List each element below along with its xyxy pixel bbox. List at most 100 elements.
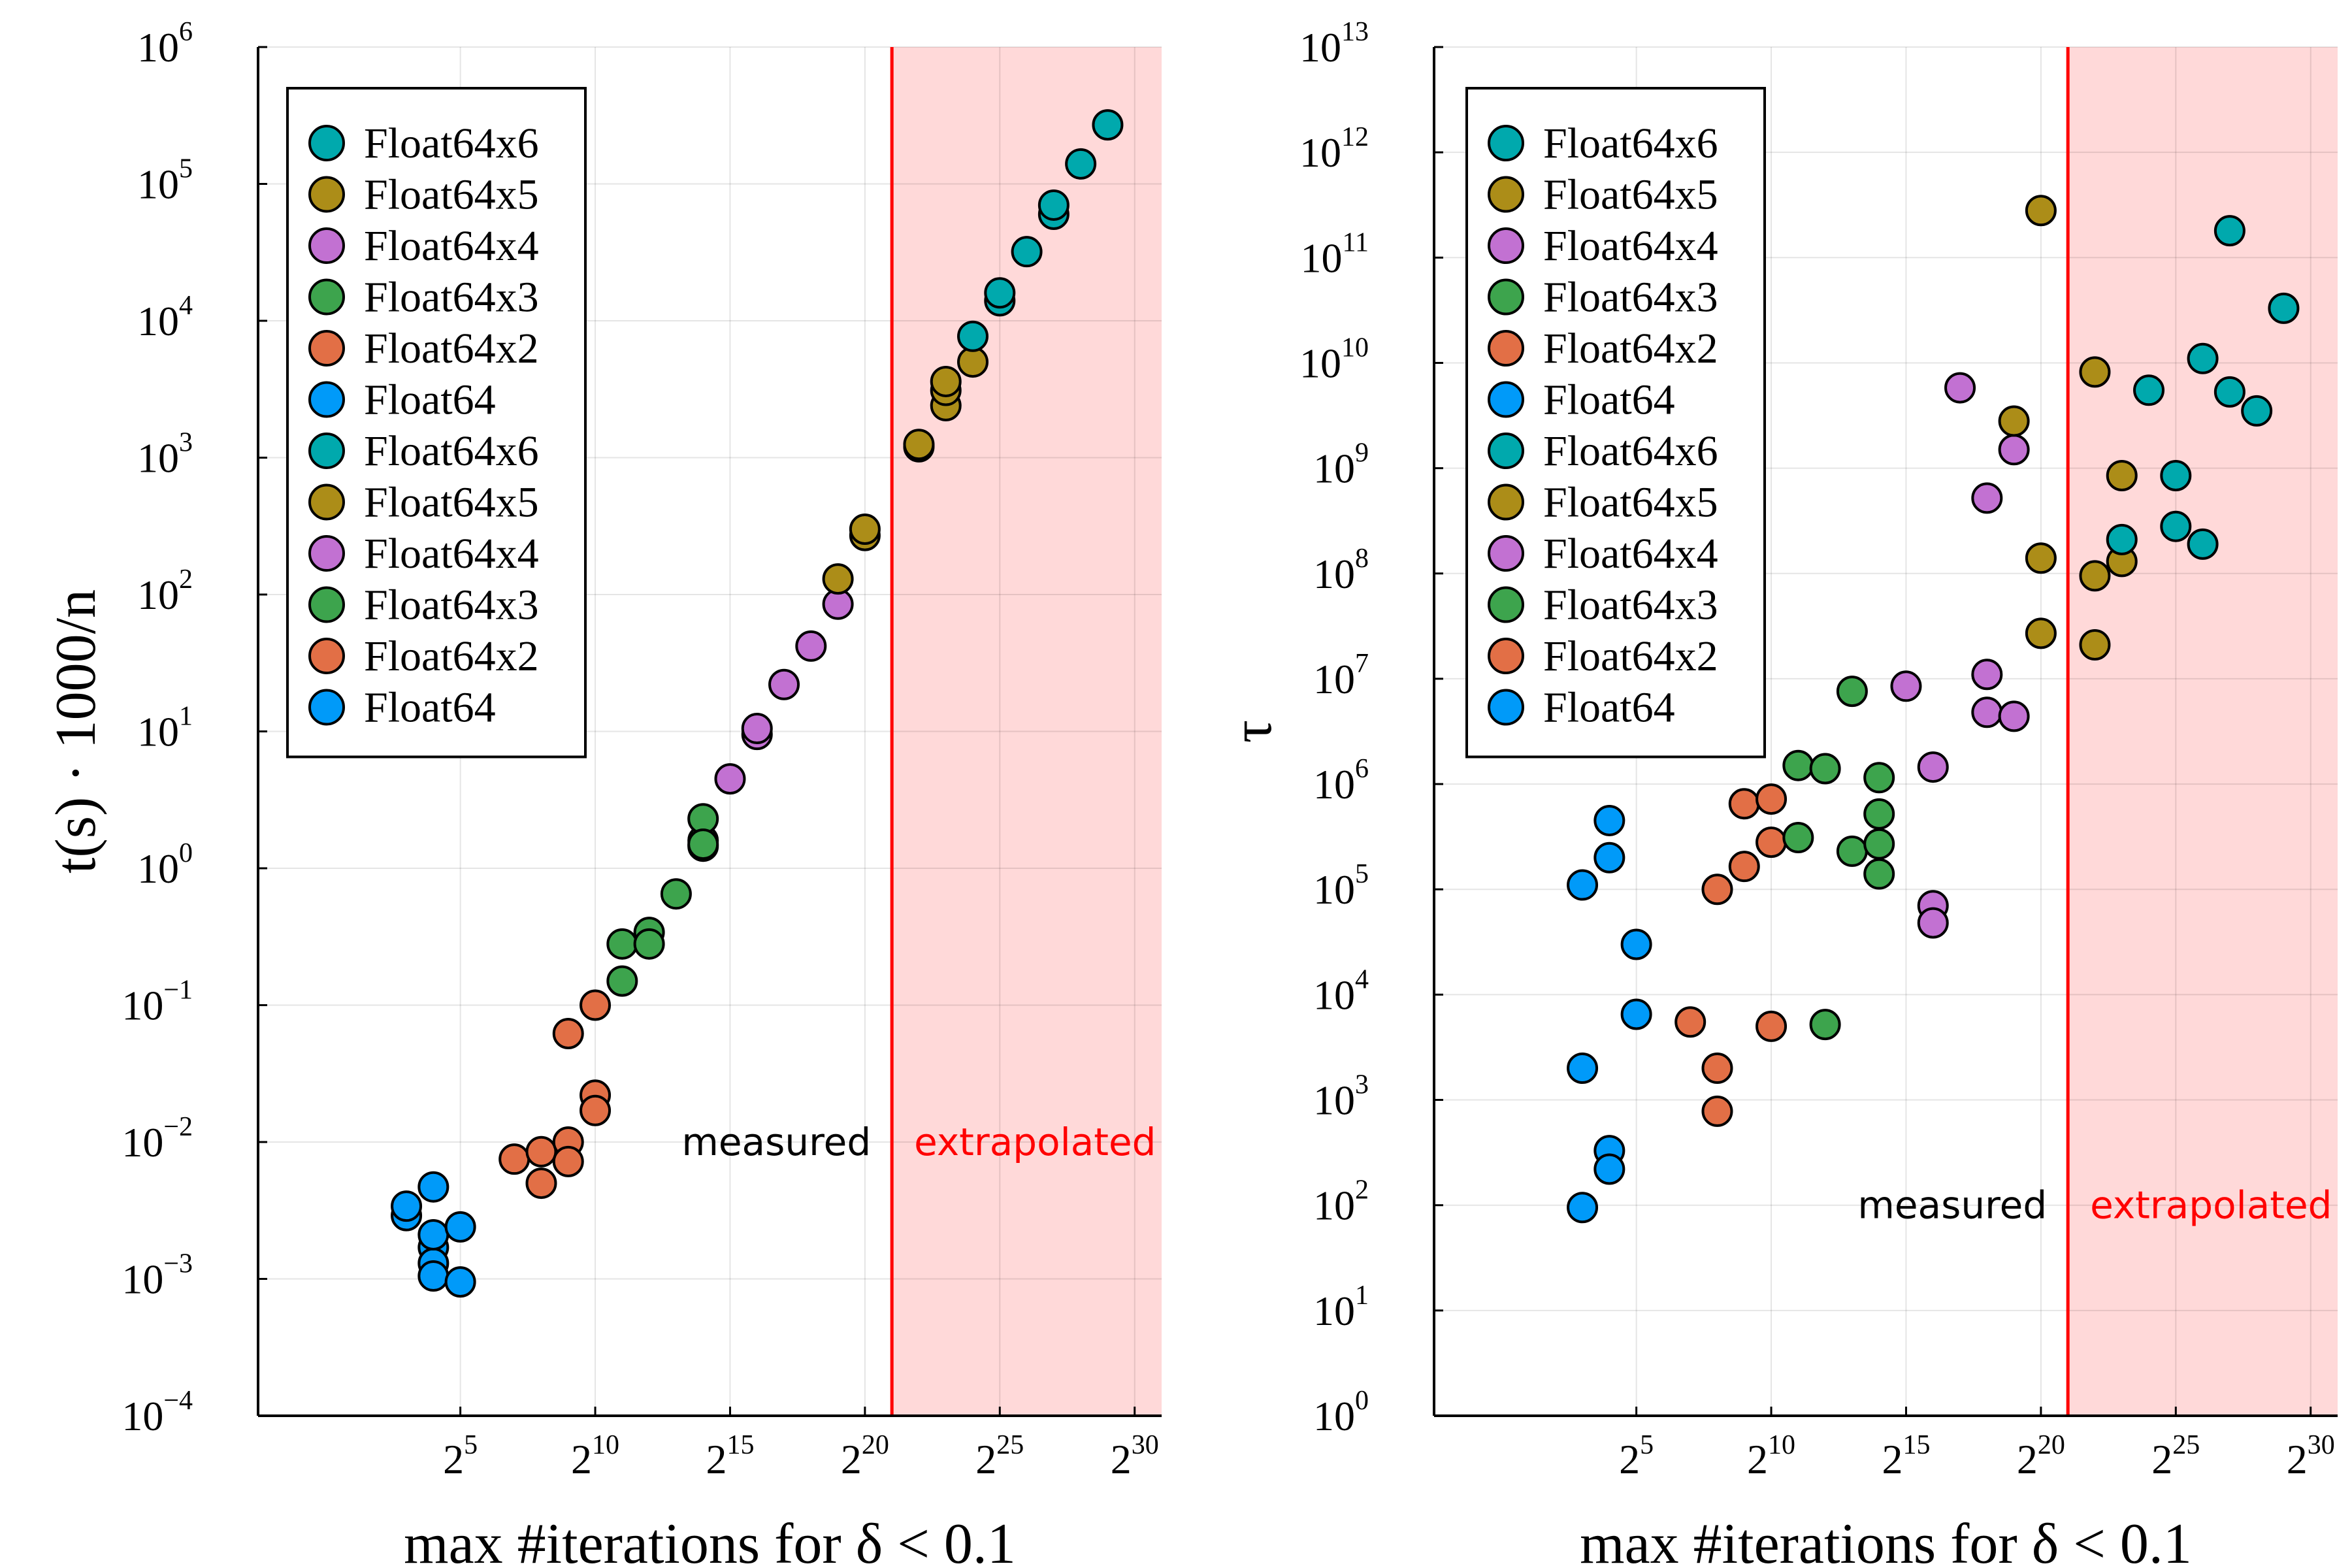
legend-marker-float64x6 (1488, 125, 1524, 161)
y-tick-label: 10−3 (122, 1249, 193, 1303)
x-tick-label: 25 (443, 1430, 478, 1482)
y-tick-label: 104 (137, 291, 193, 344)
data-point-float64x4 (1890, 670, 1922, 702)
data-point-float64x6 (1065, 148, 1097, 180)
measured-label: measured (681, 1120, 871, 1164)
data-point-float64 (1593, 841, 1625, 874)
data-point-float64x5 (930, 365, 962, 397)
data-point-float64x3 (1863, 828, 1895, 860)
x-tick-label: 210 (1747, 1430, 1795, 1482)
y-axis-label: τ (1220, 720, 1284, 743)
data-point-float64x3 (687, 828, 719, 860)
legend-marker-float64x4 (1488, 227, 1524, 264)
y-tick-label: 104 (1313, 964, 1369, 1018)
x-tick-label: 220 (2017, 1430, 2065, 1482)
legend-marker-float64x5 (308, 176, 345, 213)
data-point-float64x6 (984, 277, 1016, 309)
legend-marker-float64x3 (308, 586, 345, 623)
legend-label: Float64x6 (1543, 120, 1718, 167)
y-tick-label: 103 (137, 428, 193, 482)
x-tick-label: 215 (1882, 1430, 1930, 1482)
legend-label: Float64x2 (1543, 325, 1718, 372)
data-point-float64 (1567, 1192, 1599, 1224)
y-tick-label: 106 (137, 17, 193, 71)
data-point-float64 (1593, 804, 1625, 836)
legend-marker-float64x3 (308, 278, 345, 316)
y-tick-label: 102 (137, 564, 193, 618)
legend-label: Float64x6 (364, 427, 539, 475)
y-tick-label: 102 (1313, 1175, 1369, 1229)
data-point-float64x6 (957, 320, 989, 352)
legend-label: Float64x4 (364, 530, 539, 578)
y-tick-label: 10−4 (122, 1386, 193, 1439)
legend-label: Float64x5 (1543, 479, 1718, 527)
data-point-float64x4 (741, 713, 773, 745)
x-axis-label: max #iterations for δ < 0.1 (404, 1512, 1016, 1568)
data-point-float64x5 (849, 514, 881, 546)
x-tick-label: 215 (706, 1430, 754, 1482)
data-point-float64x5 (2025, 542, 2057, 574)
y-tick-label: 10−2 (122, 1112, 193, 1166)
data-point-float64x5 (2106, 459, 2138, 491)
data-point-float64x2 (1728, 788, 1760, 820)
legend-marker-float64x6 (308, 125, 345, 161)
data-point-float64 (1593, 1153, 1625, 1185)
legend-label: Float64 (364, 376, 496, 424)
legend-label: Float64x3 (1543, 581, 1718, 629)
data-point-float64x6 (2213, 376, 2246, 408)
legend-marker-float64x6 (308, 433, 345, 469)
y-tick-label: 1013 (1299, 17, 1369, 71)
data-point-float64x4 (768, 668, 800, 700)
data-point-float64x3 (1863, 798, 1895, 830)
x-tick-label: 25 (1619, 1430, 1654, 1482)
data-point-float64x4 (1998, 434, 2030, 466)
left-panel-time: 25 210 215 220 225 230 10−4 10−3 10−2 10−1 100 101 1… (44, 17, 1162, 1568)
y-tick-label: 1012 (1299, 122, 1369, 176)
legend-label: Float64x3 (364, 274, 539, 321)
legend-label: Float64x3 (364, 581, 539, 629)
data-point-float64 (1567, 1053, 1599, 1085)
data-point-float64x2 (1756, 783, 1788, 815)
data-point-float64x2 (552, 1145, 584, 1177)
data-point-float64x5 (2079, 356, 2111, 388)
data-point-float64x4 (1971, 482, 2003, 514)
data-point-float64x6 (2187, 528, 2219, 560)
data-point-float64x3 (1809, 1009, 1841, 1041)
legend-label: Float64x2 (1543, 632, 1718, 680)
legend-label: Float64x6 (364, 120, 539, 167)
data-point-float64x6 (2106, 523, 2138, 555)
data-point-float64x2 (1701, 1095, 1733, 1127)
legend-label: Float64x4 (1543, 222, 1718, 270)
data-point-float64 (417, 1260, 449, 1292)
x-tick-label: 225 (2151, 1430, 2200, 1482)
data-point-float64x3 (1836, 835, 1868, 867)
x-tick-label: 225 (975, 1430, 1024, 1482)
x-tick-label: 230 (2287, 1430, 2335, 1482)
y-tick-label: 100 (1313, 1386, 1369, 1439)
data-point-float64x3 (1782, 749, 1814, 781)
legend-marker-float64 (1488, 381, 1524, 418)
legend-label: Float64 (364, 684, 496, 732)
data-point-float64x2 (525, 1135, 557, 1168)
legend-marker-float64x3 (1488, 278, 1524, 316)
y-tick-label: 101 (1313, 1281, 1369, 1334)
legend-marker-float64x4 (308, 535, 345, 572)
data-point-float64x6 (2213, 215, 2246, 247)
data-point-float64x2 (1756, 826, 1788, 858)
data-point-float64x3 (1863, 762, 1895, 794)
legend-marker-float64x4 (308, 227, 345, 264)
data-point-float64x3 (660, 878, 692, 910)
legend-marker-float64x6 (1488, 433, 1524, 469)
legend-label: Float64x3 (1543, 274, 1718, 321)
legend-label: Float64x4 (1543, 530, 1718, 578)
data-point-float64x6 (2160, 510, 2192, 542)
data-point-float64 (391, 1190, 423, 1222)
y-tick-label: 10−1 (122, 975, 193, 1029)
y-tick-label: 107 (1313, 649, 1369, 702)
data-point-float64x4 (1971, 696, 2003, 728)
legend-label: Float64 (1543, 376, 1675, 424)
x-tick-label: 210 (571, 1430, 619, 1482)
x-axis-label: max #iterations for δ < 0.1 (1580, 1512, 2192, 1568)
data-point-float64x3 (1836, 676, 1868, 708)
data-point-float64x2 (580, 1094, 612, 1126)
